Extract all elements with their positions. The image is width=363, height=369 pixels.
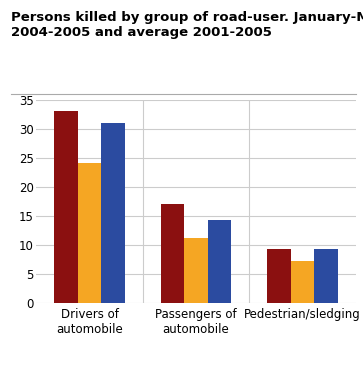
Text: Persons killed by group of road-user. January-March
2004-2005 and average 2001-2: Persons killed by group of road-user. Ja… bbox=[11, 11, 363, 39]
Bar bbox=[208, 220, 231, 303]
Bar bbox=[78, 163, 101, 303]
Bar bbox=[268, 249, 291, 303]
Bar bbox=[101, 123, 125, 303]
Bar bbox=[161, 204, 184, 303]
Bar bbox=[291, 261, 314, 303]
Bar bbox=[184, 238, 208, 303]
Bar bbox=[54, 111, 78, 303]
Bar bbox=[314, 249, 338, 303]
